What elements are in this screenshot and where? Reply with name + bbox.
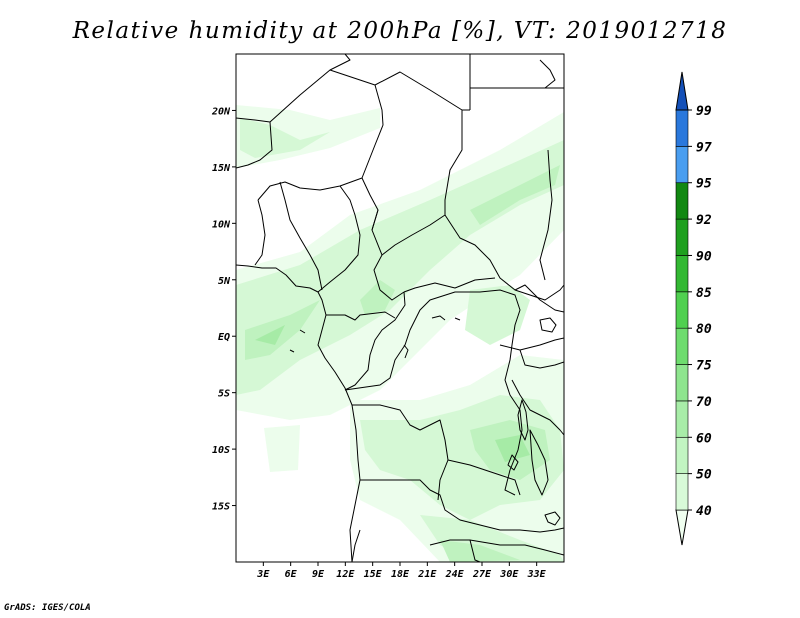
lat-tick-label: 20N [211,106,231,117]
lat-tick-label: 15S [212,502,230,513]
colorbar-label: 85 [696,286,712,301]
colorbar-label: 90 [696,249,712,264]
lat-tick-label: 5N [218,276,231,287]
colorbar-segment [675,218,689,256]
lon-tick-label: 33E [527,569,547,580]
colorbar-segment [675,436,689,474]
longitude-axis: 3E 6E 9E 12E 15E 18E 21E 24E 27E 30E 33E [256,562,547,580]
lon-tick-label: 15E [364,569,383,580]
colorbar-label: 50 [696,468,712,483]
colorbar-label: 70 [696,395,712,410]
lat-tick-label: 10S [212,445,230,456]
lon-tick-label: 12E [336,569,355,580]
colorbar-segment [675,109,689,147]
colorbar-segment [675,182,689,220]
colorbar-segment [675,509,689,546]
colorbar-label: 75 [696,359,712,374]
colorbar-segment [675,146,689,184]
lat-tick-label: 10N [212,219,231,230]
colorbar-label: 99 [696,104,712,119]
humidity-shading [236,105,564,562]
credit-label: GrADS: IGES/COLA [4,603,91,613]
colorbar-segment [675,364,689,402]
colorbar-label: 80 [696,322,712,337]
colorbar-segment [675,327,689,365]
colorbar-segment [675,291,689,329]
country-borders [236,54,564,562]
lon-tick-label: 24E [445,569,465,580]
lat-tick-label: EQ [218,332,230,343]
colorbar-segment [675,255,689,293]
colorbar-segment [675,71,689,111]
colorbar-label: 97 [696,140,712,155]
lon-tick-label: 27E [472,569,492,580]
latitude-axis: 20N 15N 10N 5N EQ 5S 10S 15S [211,106,236,513]
colorbar-segment [675,400,689,438]
lon-tick-label: 6E [285,569,298,580]
lon-tick-label: 30E [499,569,519,580]
colorbar-label: 40 [696,504,712,519]
colorbar-segment [675,473,689,511]
colorbar-label: 95 [696,177,712,192]
lon-tick-label: 21E [417,569,437,580]
lon-tick-label: 18E [391,569,410,580]
colorbar: 40 50 60 70 75 80 85 90 92 95 97 99 [675,71,712,546]
colorbar-label: 92 [696,213,712,228]
chart-title: Relative humidity at 200hPa [%], VT: 201… [72,18,728,44]
lat-tick-label: 5S [218,389,230,400]
colorbar-label: 60 [696,431,712,446]
lon-tick-label: 9E [312,569,325,580]
lon-tick-label: 3E [256,569,270,580]
lat-tick-label: 15N [212,163,231,174]
